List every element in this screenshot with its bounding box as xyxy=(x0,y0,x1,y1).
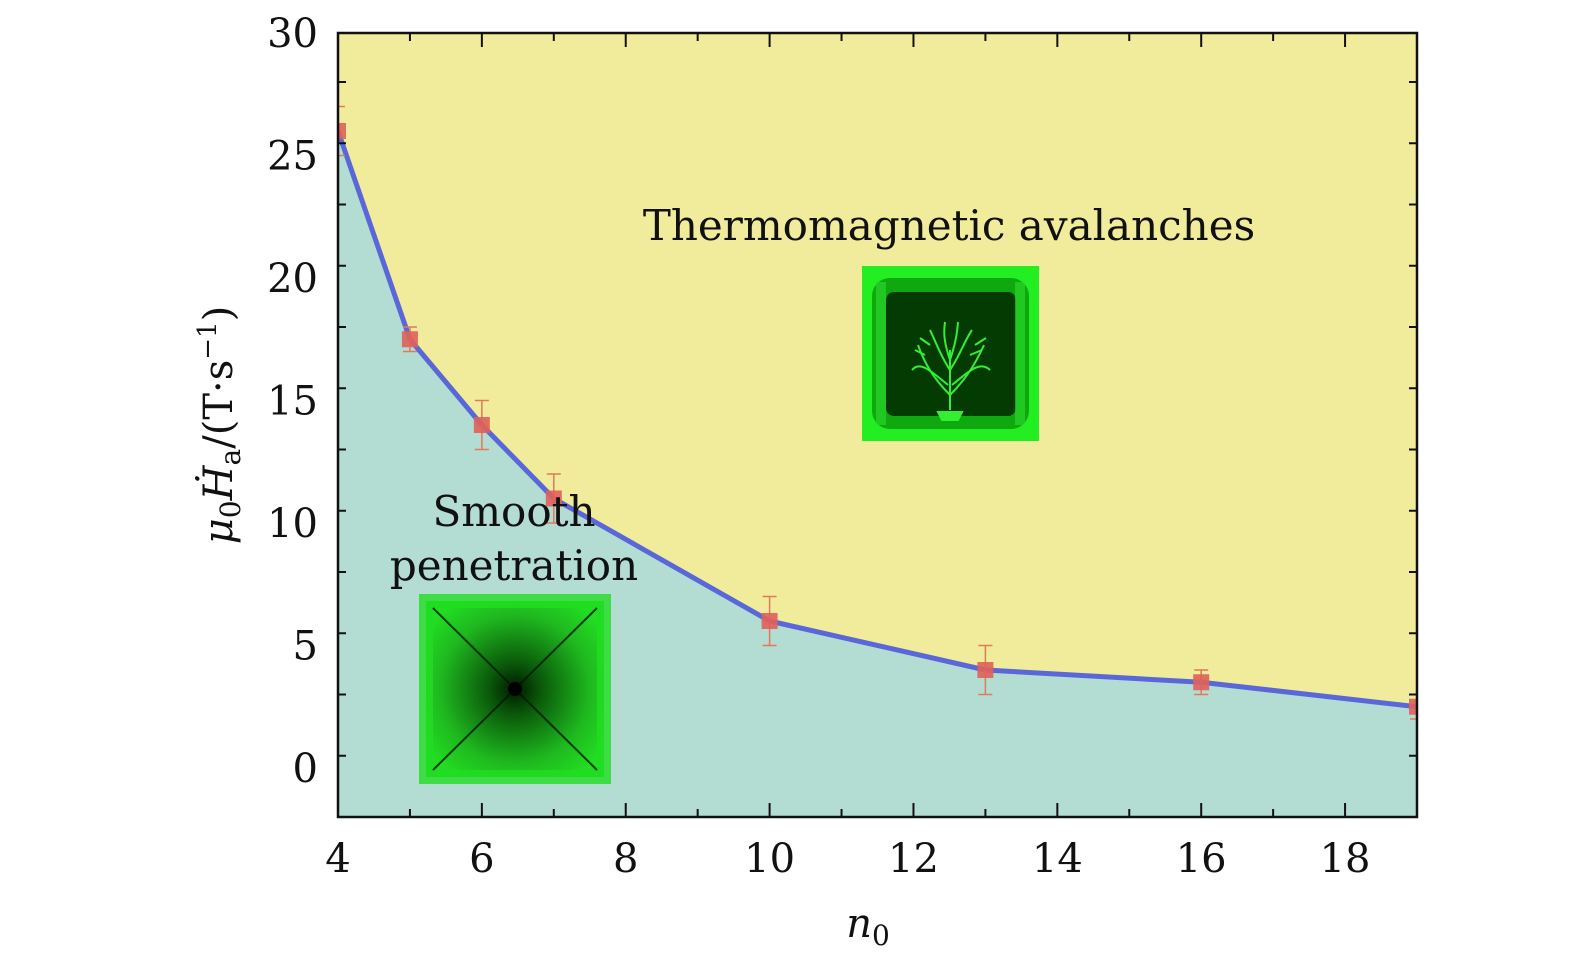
ticks xyxy=(337,33,1418,818)
y-tick-label: 10 xyxy=(267,501,318,547)
data-point xyxy=(545,490,562,507)
x-tick-label: 4 xyxy=(325,836,350,882)
annotation-smooth: Smooth xyxy=(432,487,595,536)
y-tick-label: 15 xyxy=(267,379,318,425)
x-axis-symbol: n xyxy=(846,901,872,947)
data-point xyxy=(977,662,994,678)
y-axis-mu-sub: 0 xyxy=(214,500,247,518)
y-tick-label: 20 xyxy=(267,256,318,302)
y-axis-h-sub: a xyxy=(214,449,247,466)
x-tick-label: 18 xyxy=(1320,836,1371,882)
y-axis-units: /(T·s xyxy=(196,360,242,449)
x-tick-label: 12 xyxy=(888,836,939,882)
y-axis-close-paren: ) xyxy=(196,306,242,322)
y-axis-exponent: −1 xyxy=(193,321,223,359)
annotation-avalanches: Thermomagnetic avalanches xyxy=(643,201,1255,250)
x-tick-label: 16 xyxy=(1176,836,1227,882)
data-point xyxy=(1193,674,1210,691)
data-point xyxy=(761,613,778,629)
data-point xyxy=(473,417,490,433)
y-axis-title: μ0Ḣa/(T·s−1) xyxy=(193,306,247,544)
annotation-penetration: penetration xyxy=(390,541,638,590)
smooth-pattern-inset xyxy=(419,594,611,784)
x-tick-label: 8 xyxy=(613,836,638,882)
plot-frame xyxy=(336,31,1419,819)
x-axis-title: n0 xyxy=(846,901,890,952)
series-layer xyxy=(338,105,1417,720)
data-point xyxy=(1409,698,1417,715)
x-tick-label: 10 xyxy=(744,836,795,882)
y-tick-label: 25 xyxy=(267,134,318,180)
svg-text:μ0Ḣa/(T·s−1): μ0Ḣa/(T·s−1) xyxy=(193,306,247,544)
avalanche-pattern-inset xyxy=(862,266,1039,441)
x-axis-subscript: 0 xyxy=(872,919,890,952)
x-tick-label: 6 xyxy=(469,836,494,882)
y-axis-mu: μ xyxy=(196,518,242,544)
y-axis-h: Ḣ xyxy=(195,464,242,501)
y-tick-label: 5 xyxy=(293,624,318,670)
series-line xyxy=(338,130,1417,710)
tick-labels: 4 6 8 10 12 14 16 18 0 5 10 15 20 25 30 xyxy=(267,11,1370,882)
data-point xyxy=(338,123,346,139)
x-tick-label: 14 xyxy=(1032,836,1083,882)
y-tick-label: 0 xyxy=(293,746,318,792)
data-point xyxy=(401,331,418,348)
y-tick-label: 30 xyxy=(267,11,318,57)
